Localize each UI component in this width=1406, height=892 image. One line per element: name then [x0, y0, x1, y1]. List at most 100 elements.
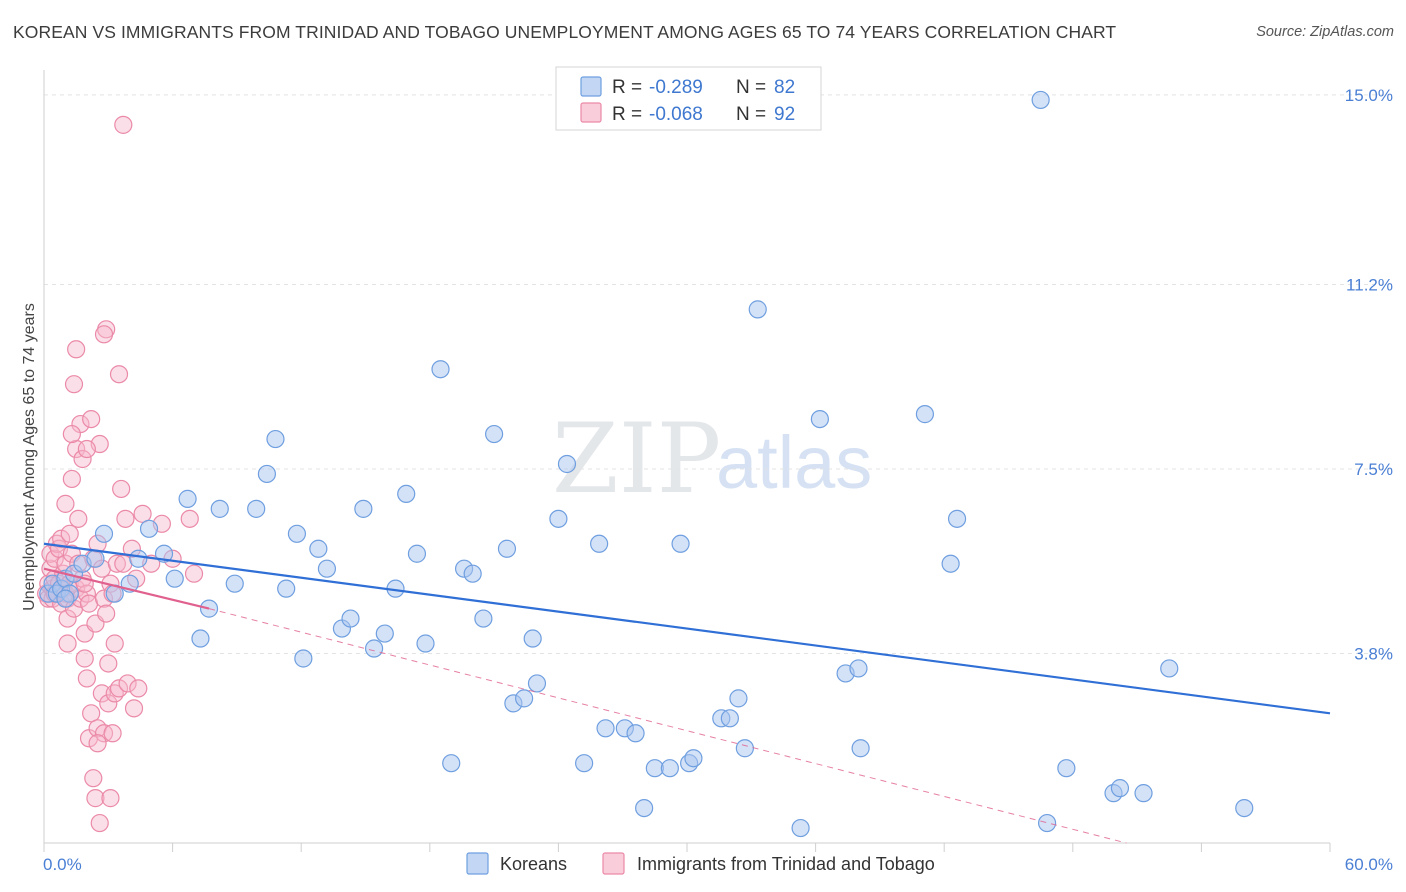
bottom-legend-koreans-label: Koreans [500, 854, 567, 874]
bottom-legend-koreans-swatch [466, 852, 489, 875]
legend-trinidad-tobago-swatch [580, 102, 602, 123]
y-tick-label: 15.0% [1345, 86, 1393, 105]
legend-koreans-r-value: -0.289 [649, 77, 703, 98]
korean-point [474, 609, 493, 628]
legend-series: Koreans Immigrants from Trinidad and Tob… [466, 852, 935, 875]
trinidad-tobago-point [92, 684, 111, 703]
korean-point [660, 759, 679, 778]
korean-point [748, 300, 767, 319]
trinidad-tobago-point [77, 669, 96, 688]
trinidad-tobago-point [45, 549, 64, 568]
chart-source: Source: ZipAtlas.com [1256, 24, 1394, 40]
korean-point [671, 534, 690, 553]
watermark: ZIP atlas [552, 403, 872, 515]
trinidad-tobago-point [103, 724, 122, 743]
korean-point [354, 499, 373, 518]
trinidad-tobago-point [124, 699, 144, 718]
bottom-legend-trinidad-tobago-swatch [602, 852, 625, 875]
korean-point [191, 629, 210, 648]
y-tick-label: 11.2% [1346, 275, 1393, 294]
trinidad-tobago-point [52, 529, 71, 548]
y-tick-label: 3.8% [1354, 644, 1393, 663]
trinidad-tobago-point [82, 409, 101, 429]
trinidad-tobago-point [58, 609, 77, 628]
x-tick-label-min: 0.0% [43, 855, 82, 874]
trinidad-tobago-point [116, 509, 135, 528]
korean-point [210, 499, 229, 518]
trinidad-tobago-point [109, 679, 129, 698]
legend-koreans-n-value: 82 [774, 77, 795, 98]
korean-point [94, 524, 114, 543]
trinidad-tobago-point [94, 325, 114, 344]
korean-point [515, 689, 534, 708]
koreans-trend-line [43, 542, 1331, 715]
x-tick-label-max: 60.0% [1345, 855, 1393, 874]
trinidad-tobago-point [129, 679, 148, 698]
trinidad-tobago-point [86, 789, 105, 808]
korean-point [549, 509, 568, 528]
korean-point [720, 709, 739, 728]
korean-point [635, 798, 654, 818]
trinidad-tobago-point [77, 439, 96, 459]
korean-point [165, 569, 184, 588]
legend-stats: R = -0.289 N = 82 R = -0.068 N = 92 [555, 66, 822, 131]
korean-point [178, 489, 197, 508]
korean-point [575, 754, 594, 773]
trinidad-tobago-point [97, 604, 116, 623]
chart-title: KOREAN VS IMMIGRANTS FROM TRINIDAD AND T… [13, 22, 1117, 42]
korean-point [431, 360, 450, 379]
korean-point [626, 724, 645, 743]
korean-point [1031, 90, 1050, 110]
korean-point [557, 454, 577, 474]
bottom-legend-trinidad-tobago-label: Immigrants from Trinidad and Tobago [637, 854, 935, 874]
legend-koreans-n-label: N = [736, 77, 766, 98]
trinidad-tobago-point [114, 115, 133, 134]
korean-point [851, 739, 870, 758]
trinidad-tobago-point [62, 424, 81, 444]
trinidad-tobago-trend-line [43, 567, 210, 610]
trinidad-tobago-point [184, 564, 204, 583]
korean-point [397, 484, 416, 504]
trinidad-tobago-point [107, 554, 126, 573]
legend-koreans-r-label: R = [612, 77, 642, 98]
trinidad-tobago-point [90, 813, 109, 833]
trend-lines [43, 542, 1331, 844]
korean-point [1235, 798, 1254, 818]
korean-point [294, 649, 313, 668]
trinidad-tobago-point [82, 704, 101, 723]
korean-point [442, 754, 461, 773]
korean-point [375, 624, 394, 643]
korean-point [86, 549, 105, 568]
trinidad-tobago-point [99, 654, 118, 673]
legend-trinidad-tobago-n-value: 92 [774, 104, 795, 125]
trinidad-tobago-point [88, 734, 107, 753]
legend-koreans-swatch [580, 76, 602, 97]
korean-point [317, 559, 337, 578]
korean-point [56, 589, 75, 608]
trinidad-tobago-point [69, 509, 88, 528]
trinidad-tobago-point [118, 674, 137, 693]
trinidad-tobago-point [180, 509, 199, 528]
korean-point [309, 539, 328, 558]
trinidad-tobago-point [73, 449, 92, 469]
korean-point [729, 689, 748, 708]
watermark-atlas: atlas [716, 421, 872, 504]
korean-point [277, 579, 296, 598]
korean-point [266, 429, 285, 449]
korean-point [941, 554, 960, 573]
korean-point [247, 499, 266, 518]
korean-point [915, 405, 935, 424]
series-trinidad-tobago-points [37, 115, 204, 833]
trinidad-tobago-point [58, 634, 77, 653]
korean-point [590, 534, 609, 553]
korean-point [497, 539, 517, 558]
korean-point [1110, 779, 1130, 798]
x-axis-ticks [43, 843, 1331, 852]
korean-point [1134, 784, 1153, 803]
trinidad-tobago-point [109, 365, 129, 384]
korean-point [407, 544, 427, 563]
trinidad-tobago-point [67, 439, 86, 459]
korean-point [810, 409, 829, 429]
trinidad-tobago-point [114, 554, 133, 573]
